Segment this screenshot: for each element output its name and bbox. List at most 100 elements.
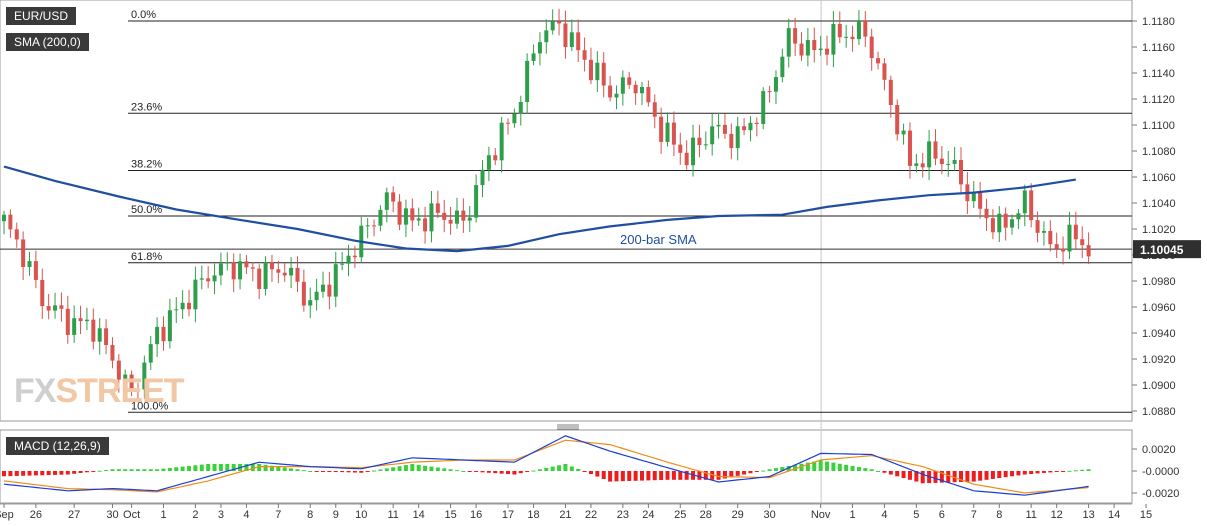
candle-body	[780, 56, 785, 78]
candle-body	[72, 318, 77, 335]
candle-body	[486, 155, 491, 170]
macd-histogram-bar	[965, 471, 970, 482]
candle	[646, 80, 651, 107]
macd-histogram-bar	[454, 470, 459, 472]
fib-level-label: 0.0%	[131, 9, 156, 21]
candle-body	[786, 28, 791, 57]
candle-body	[506, 122, 511, 124]
x-tick-label: 8	[307, 509, 313, 521]
candle	[346, 244, 351, 277]
candle-body	[920, 163, 925, 168]
candle-body	[659, 116, 664, 142]
fib-level-label: 38.2%	[131, 159, 162, 171]
y-tick-label: 1.1140	[1142, 68, 1175, 80]
candle-body	[161, 326, 166, 342]
candle-body	[276, 269, 281, 273]
candle	[863, 11, 868, 48]
macd-histogram-bar	[142, 469, 147, 471]
candle	[895, 99, 900, 141]
candle-body	[927, 141, 932, 168]
macd-histogram-bar	[729, 471, 734, 478]
fib-level-label: 100.0%	[131, 400, 169, 412]
macd-histogram-bar	[40, 471, 45, 476]
candle	[276, 260, 281, 283]
macd-histogram-bar	[939, 471, 944, 483]
macd-histogram-bar	[646, 471, 651, 481]
macd-histogram-bar	[895, 471, 900, 477]
candle	[1086, 232, 1091, 265]
macd-y-tick-label: 0.0020	[1142, 444, 1176, 456]
candle	[659, 107, 664, 154]
macd-histogram-bar	[971, 471, 976, 482]
candle	[882, 58, 887, 91]
candle-body	[78, 318, 83, 322]
candle	[1048, 220, 1053, 252]
macd-histogram-bar	[595, 471, 600, 477]
candle-body	[557, 21, 562, 24]
x-tick-label: 7	[275, 509, 281, 521]
macd-histogram-bar	[1035, 471, 1040, 474]
macd-histogram-bar	[372, 470, 377, 472]
candle	[1041, 221, 1046, 246]
candle	[1035, 211, 1040, 243]
candle	[295, 256, 300, 293]
macd-histogram-bar	[212, 463, 217, 471]
candle	[116, 354, 121, 393]
candle	[799, 32, 804, 62]
candle	[844, 24, 849, 48]
macd-histogram-bar	[480, 471, 485, 473]
macd-histogram-bar	[276, 466, 281, 471]
candle	[78, 305, 83, 335]
candle	[825, 35, 830, 66]
price-tag-label: 1.10045	[1140, 243, 1184, 257]
candle-body	[1086, 245, 1091, 257]
candle-body	[499, 122, 504, 161]
candle	[946, 150, 951, 177]
macd-histogram-bar	[461, 471, 466, 472]
candle-body	[959, 159, 963, 185]
macd-histogram-bar	[123, 469, 128, 471]
candle	[588, 47, 593, 85]
candle	[608, 76, 613, 102]
y-tick-label: 1.1020	[1142, 224, 1176, 236]
macd-histogram-bar	[990, 471, 995, 479]
macd-line	[3, 435, 1089, 496]
candle	[888, 75, 893, 118]
candle	[671, 111, 676, 157]
macd-histogram-bar	[91, 471, 96, 472]
macd-histogram-bar	[410, 463, 415, 471]
macd-histogram-bar	[978, 471, 983, 481]
macd-histogram-bar	[486, 471, 491, 473]
candle	[499, 116, 504, 173]
macd-histogram-bar	[180, 466, 185, 471]
candle-body	[1067, 224, 1072, 252]
candle	[640, 81, 644, 106]
candle-body	[110, 345, 115, 361]
candle-body	[678, 144, 683, 153]
candle	[831, 11, 836, 68]
x-tick-label: 9	[333, 509, 339, 521]
sma-200-line	[3, 165, 1076, 253]
macd-histogram-bar	[148, 469, 153, 471]
macd-histogram-bar	[805, 462, 810, 471]
candle	[557, 8, 562, 36]
candle	[486, 146, 491, 182]
candle	[46, 294, 51, 320]
candle	[435, 190, 440, 219]
candle	[978, 181, 983, 219]
x-tick-label: Nov	[811, 509, 831, 521]
candle-body	[512, 113, 517, 124]
x-tick-label: 18	[527, 509, 539, 521]
macd-histogram-bar	[129, 469, 134, 471]
macd-histogram-bar	[876, 471, 881, 472]
macd-histogram-bar	[257, 463, 262, 471]
candle-body	[525, 60, 530, 102]
candle-body	[805, 40, 810, 56]
y-tick-label: 1.1100	[1142, 120, 1175, 132]
candle-body	[391, 192, 396, 202]
candle	[876, 51, 881, 70]
macd-histogram-bar	[21, 471, 26, 476]
candle-body	[180, 302, 185, 310]
candle-body	[722, 124, 727, 134]
candle	[403, 199, 408, 238]
